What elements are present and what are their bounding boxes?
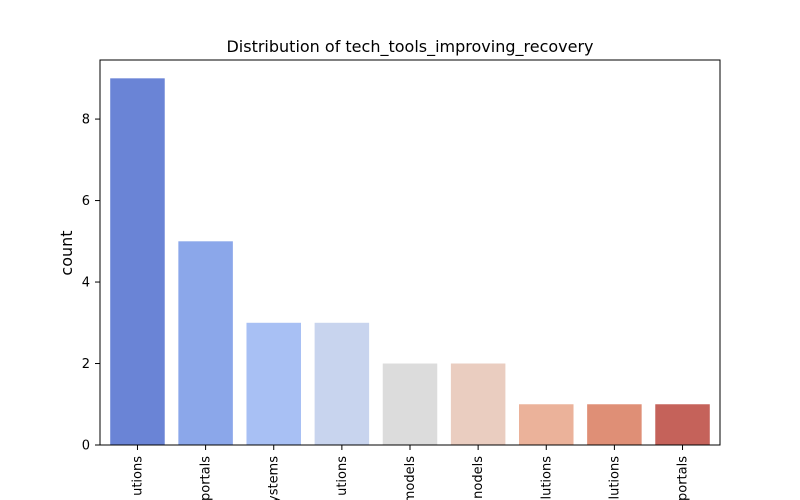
bar-1 [178,241,233,445]
bar-5 [450,363,506,445]
y-tick-label-1: 2 [82,357,90,372]
x-tick-label-6: lutions [539,456,554,500]
x-tick-label-5: nodels [471,456,486,499]
bar-0 [110,78,165,445]
y-tick-label-4: 8 [82,113,90,128]
x-tick-label-3: utions [335,456,350,496]
bar-8 [655,404,710,445]
y-tick-label-2: 4 [82,276,90,291]
y-axis-label: count [57,230,76,275]
bar-3 [314,322,370,445]
x-tick-label-2: ystems [267,456,282,500]
x-tick-label-1: portals [199,456,214,500]
bar-6 [519,404,574,445]
plot-frame [99,59,721,446]
bar-7 [587,404,642,445]
bar-4 [382,363,438,445]
bar-2 [246,322,301,445]
x-tick-label-8: portals [676,456,691,500]
y-tick-label-3: 6 [82,194,90,209]
x-tick-label-7: lutions [607,456,622,500]
x-tick-label-4: models [403,456,418,500]
chart-title: Distribution of tech_tools_improving_rec… [226,37,593,57]
x-tick-label-0: utions [130,456,145,496]
y-tick-label-0: 0 [82,439,90,454]
